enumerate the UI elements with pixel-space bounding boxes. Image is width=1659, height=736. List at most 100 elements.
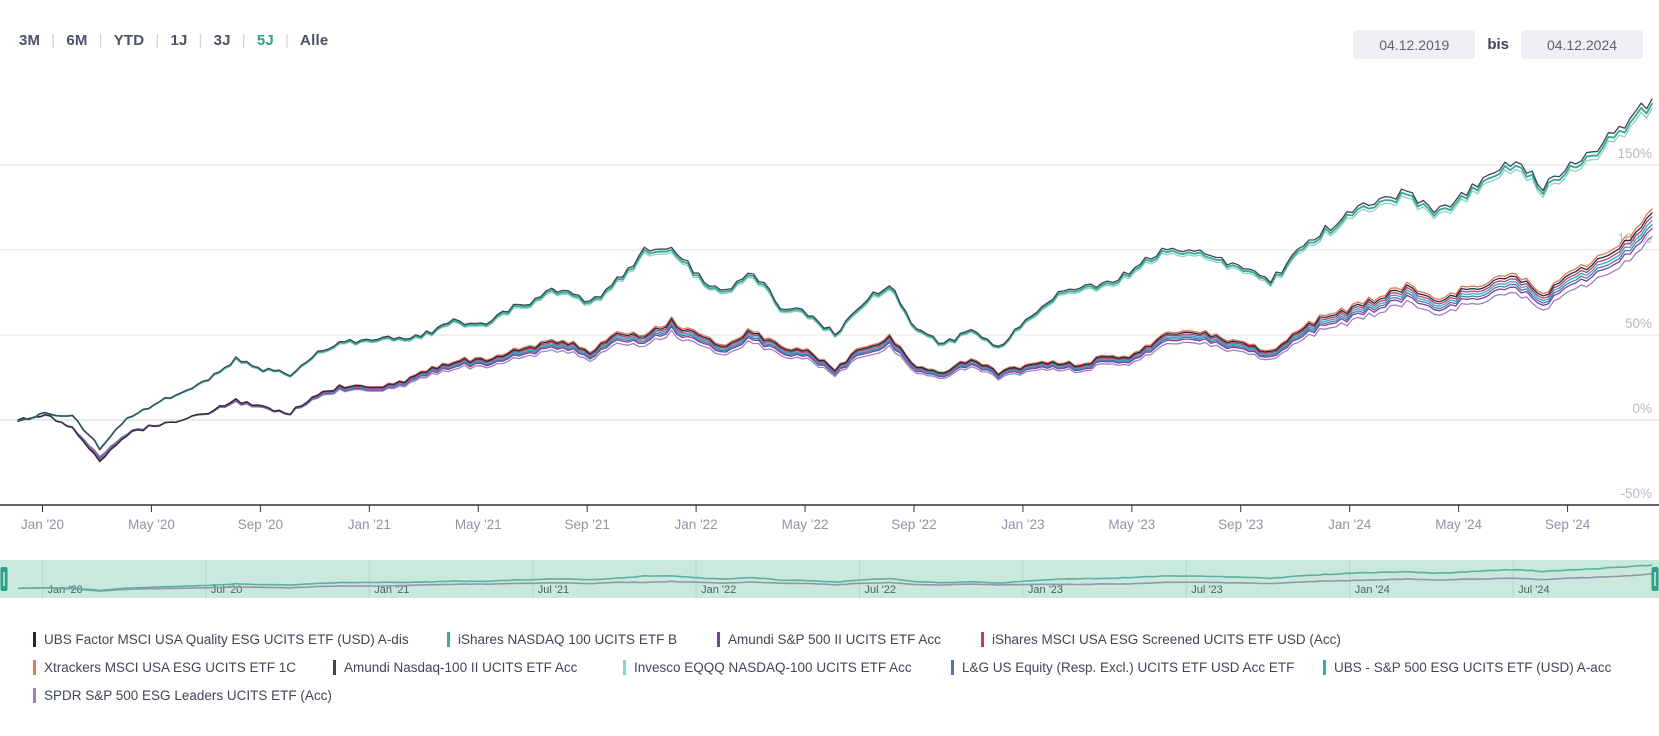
- legend-item-1[interactable]: UBS Factor MSCI USA Quality ESG UCITS ET…: [33, 631, 447, 647]
- legend-label: Invesco EQQQ NASDAQ-100 UCITS ETF Acc: [634, 659, 912, 675]
- series-line-9[interactable]: [17, 220, 1653, 461]
- legend-item-7[interactable]: Invesco EQQQ NASDAQ-100 UCITS ETF Acc: [623, 659, 951, 675]
- x-axis-label: Jan '21: [348, 517, 391, 532]
- series-line-2[interactable]: [17, 102, 1653, 451]
- navigator-axis-label: Jan '24: [1355, 584, 1390, 596]
- range-option-5j[interactable]: 5J: [256, 32, 274, 49]
- legend-label: UBS Factor MSCI USA Quality ESG UCITS ET…: [44, 631, 409, 647]
- legend-label: L&G US Equity (Resp. Excl.) UCITS ETF US…: [962, 659, 1295, 675]
- navigator-axis-label: Jan '23: [1028, 584, 1063, 596]
- legend-marker: [33, 631, 36, 647]
- y-gridlines: [0, 164, 1659, 421]
- y-axis-label: -50%: [1620, 486, 1652, 501]
- navigator-handle-right[interactable]: [1651, 567, 1659, 591]
- series-line-4[interactable]: [17, 216, 1653, 462]
- legend-item-9[interactable]: UBS - S&P 500 ESG UCITS ETF (USD) A-acc: [1323, 659, 1653, 675]
- x-axis-label: Jan '23: [1001, 517, 1044, 532]
- x-axis-label: Sep '20: [238, 517, 283, 532]
- range-option-ytd[interactable]: YTD: [113, 32, 145, 49]
- x-axis-label: Sep '23: [1218, 517, 1263, 532]
- date-from-input[interactable]: [1353, 30, 1476, 59]
- legend-marker: [981, 631, 984, 647]
- legend-marker: [951, 659, 954, 675]
- legend-marker: [1323, 659, 1326, 675]
- x-axis-label: May '21: [455, 517, 502, 532]
- x-axis-label: Jan '24: [1328, 517, 1372, 532]
- legend-label: Amundi Nasdaq-100 II UCITS ETF Acc: [344, 659, 578, 675]
- x-axis-label: Sep '24: [1545, 517, 1591, 532]
- series-line-10[interactable]: [17, 235, 1653, 458]
- legend-marker: [447, 631, 450, 647]
- navigator-axis-label: Jan '21: [374, 584, 409, 596]
- navigator-axis-label: Jul '22: [865, 584, 896, 596]
- range-separator: |: [284, 32, 290, 49]
- y-axis-label: 50%: [1625, 316, 1652, 331]
- main-chart[interactable]: 150%100%50%0%-50%Jan '20 May '20 Sep '20 Ja…: [0, 0, 1659, 545]
- navigator-handle-left[interactable]: [0, 567, 8, 591]
- legend-label: UBS - S&P 500 ESG UCITS ETF (USD) A-acc: [1334, 659, 1612, 675]
- x-axis-label: May '24: [1435, 517, 1482, 532]
- legend-row: SPDR S&P 500 ESG Leaders UCITS ETF (Acc): [33, 681, 1653, 709]
- legend-item-5[interactable]: Xtrackers MSCI USA ESG UCITS ETF 1C: [33, 659, 333, 675]
- legend-item-10[interactable]: SPDR S&P 500 ESG Leaders UCITS ETF (Acc): [33, 687, 363, 703]
- x-axis-label: May '20: [128, 517, 175, 532]
- range-option-alle[interactable]: Alle: [300, 32, 329, 49]
- legend-marker: [33, 687, 36, 703]
- date-range-controls: bis: [1353, 30, 1643, 59]
- legend-marker: [333, 659, 336, 675]
- legend-item-2[interactable]: iShares NASDAQ 100 UCITS ETF B: [447, 631, 717, 647]
- navigator-slider[interactable]: Jan '20 Jul '20 Jan '21 Jul '21 Jan '22 Jul '…: [0, 560, 1659, 600]
- legend-label: Xtrackers MSCI USA ESG UCITS ETF 1C: [44, 659, 297, 675]
- series-line-1[interactable]: [17, 212, 1653, 462]
- x-axis-label: Jan '22: [675, 517, 718, 532]
- range-separator: |: [98, 32, 103, 49]
- legend-item-8[interactable]: L&G US Equity (Resp. Excl.) UCITS ETF US…: [951, 659, 1323, 675]
- legend-row: Xtrackers MSCI USA ESG UCITS ETF 1C Amund…: [33, 653, 1653, 681]
- navigator-axis-label: Jul '24: [1518, 584, 1549, 596]
- y-axis-label: 150%: [1617, 146, 1652, 161]
- legend-marker: [623, 659, 626, 675]
- range-separator: |: [51, 32, 56, 49]
- legend-label: SPDR S&P 500 ESG Leaders UCITS ETF (Acc): [44, 687, 332, 703]
- legend-label: iShares MSCI USA ESG Screened UCITS ETF …: [992, 631, 1341, 647]
- range-option-6m[interactable]: 6M: [66, 32, 88, 49]
- navigator-axis-label: Jul '21: [538, 584, 569, 596]
- date-to-input[interactable]: [1521, 30, 1643, 59]
- y-axis-label: 0%: [1632, 401, 1652, 416]
- legend-label: Amundi S&P 500 II UCITS ETF Acc: [728, 631, 941, 647]
- series-line-3[interactable]: [17, 228, 1653, 459]
- navigator-line-nasdaq: [17, 564, 1653, 592]
- legend-marker: [717, 631, 720, 647]
- x-axis-label: Jan '20: [21, 517, 64, 532]
- legend-marker: [33, 659, 36, 675]
- navigator-axis-label: Jan '20: [48, 584, 83, 596]
- range-option-3j[interactable]: 3J: [213, 32, 231, 49]
- legend-row: UBS Factor MSCI USA Quality ESG UCITS ET…: [33, 625, 1653, 653]
- navigator-axis-label: Jan '22: [701, 584, 736, 596]
- range-separator: |: [155, 32, 160, 49]
- x-axis-label: Sep '22: [891, 517, 936, 532]
- series-line-8[interactable]: [17, 224, 1653, 460]
- date-separator-label: bis: [1487, 36, 1509, 53]
- range-separator: |: [241, 32, 246, 49]
- legend-label: iShares NASDAQ 100 UCITS ETF B: [458, 631, 678, 647]
- legend-item-6[interactable]: Amundi Nasdaq-100 II UCITS ETF Acc: [333, 659, 623, 675]
- series-line-6[interactable]: [17, 98, 1653, 451]
- x-axis-label: May '23: [1108, 517, 1155, 532]
- x-axis-label: Sep '21: [564, 517, 609, 532]
- range-selector: 3M | 6M | YTD | 1J | 3J | 5J | Alle: [18, 30, 329, 51]
- navigator-axis-label: Jul '23: [1191, 584, 1222, 596]
- navigator-axis-label: Jul '20: [211, 584, 242, 596]
- legend-item-4[interactable]: iShares MSCI USA ESG Screened UCITS ETF …: [981, 631, 1341, 647]
- range-option-1j[interactable]: 1J: [170, 32, 188, 49]
- navigator-line-sp500: [17, 573, 1653, 592]
- legend-item-3[interactable]: Amundi S&P 500 II UCITS ETF Acc: [717, 631, 981, 647]
- range-option-3m[interactable]: 3M: [19, 32, 41, 49]
- series-line-7[interactable]: [17, 107, 1653, 450]
- range-separator: |: [198, 32, 203, 49]
- series-lines: [17, 98, 1653, 463]
- x-axis: Jan '20 May '20 Sep '20 Jan '21 May '21 Sep '…: [0, 504, 1659, 532]
- legend: UBS Factor MSCI USA Quality ESG UCITS ET…: [33, 625, 1653, 709]
- x-axis-label: May '22: [782, 517, 829, 532]
